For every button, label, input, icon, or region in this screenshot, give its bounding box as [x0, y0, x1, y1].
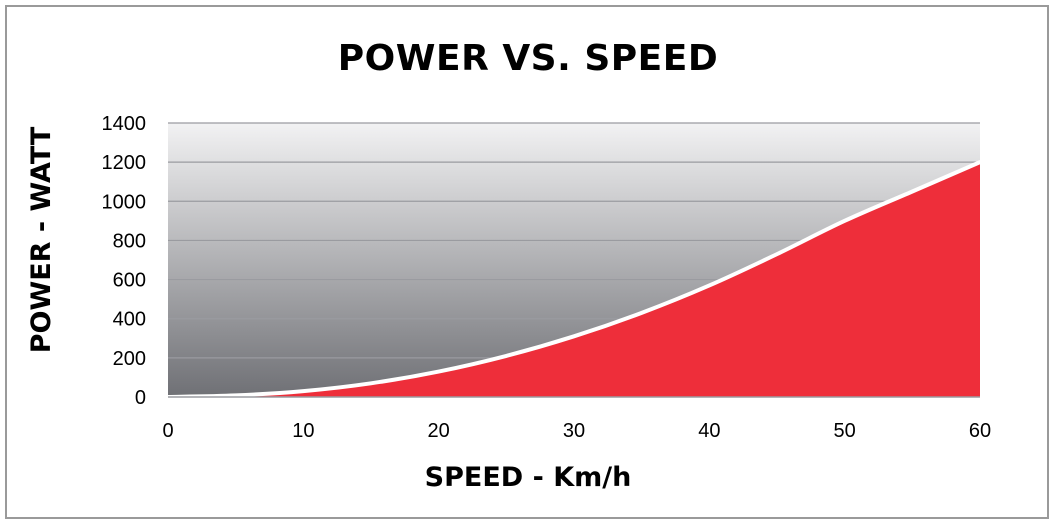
- y-tick-labels: 0 200 400 600 800 1000 1200 1400: [102, 113, 147, 409]
- y-tick-label: 1000: [102, 191, 147, 213]
- x-tick-label: 10: [292, 420, 314, 442]
- x-tick-label: 30: [563, 420, 585, 442]
- x-tick-label: 0: [162, 420, 173, 442]
- power-area: [168, 162, 980, 397]
- y-tick-label: 800: [113, 230, 146, 252]
- y-tick-label: 1400: [102, 113, 147, 135]
- x-tick-label: 50: [834, 420, 856, 442]
- x-tick-labels: 0 10 20 30 40 50 60: [162, 420, 991, 442]
- y-tick-label: 400: [113, 309, 146, 331]
- chart-title: POWER VS. SPEED: [337, 38, 719, 79]
- y-tick-label: 200: [113, 348, 146, 370]
- x-tick-label: 60: [969, 420, 991, 442]
- x-tick-label: 40: [698, 420, 720, 442]
- x-tick-label: 20: [428, 420, 450, 442]
- y-tick-label: 1200: [102, 152, 147, 174]
- y-tick-label: 0: [135, 387, 146, 409]
- power-curve-line: [166, 160, 982, 399]
- x-axis-label: SPEED - Km/h: [424, 462, 632, 493]
- y-tick-label: 600: [113, 270, 146, 292]
